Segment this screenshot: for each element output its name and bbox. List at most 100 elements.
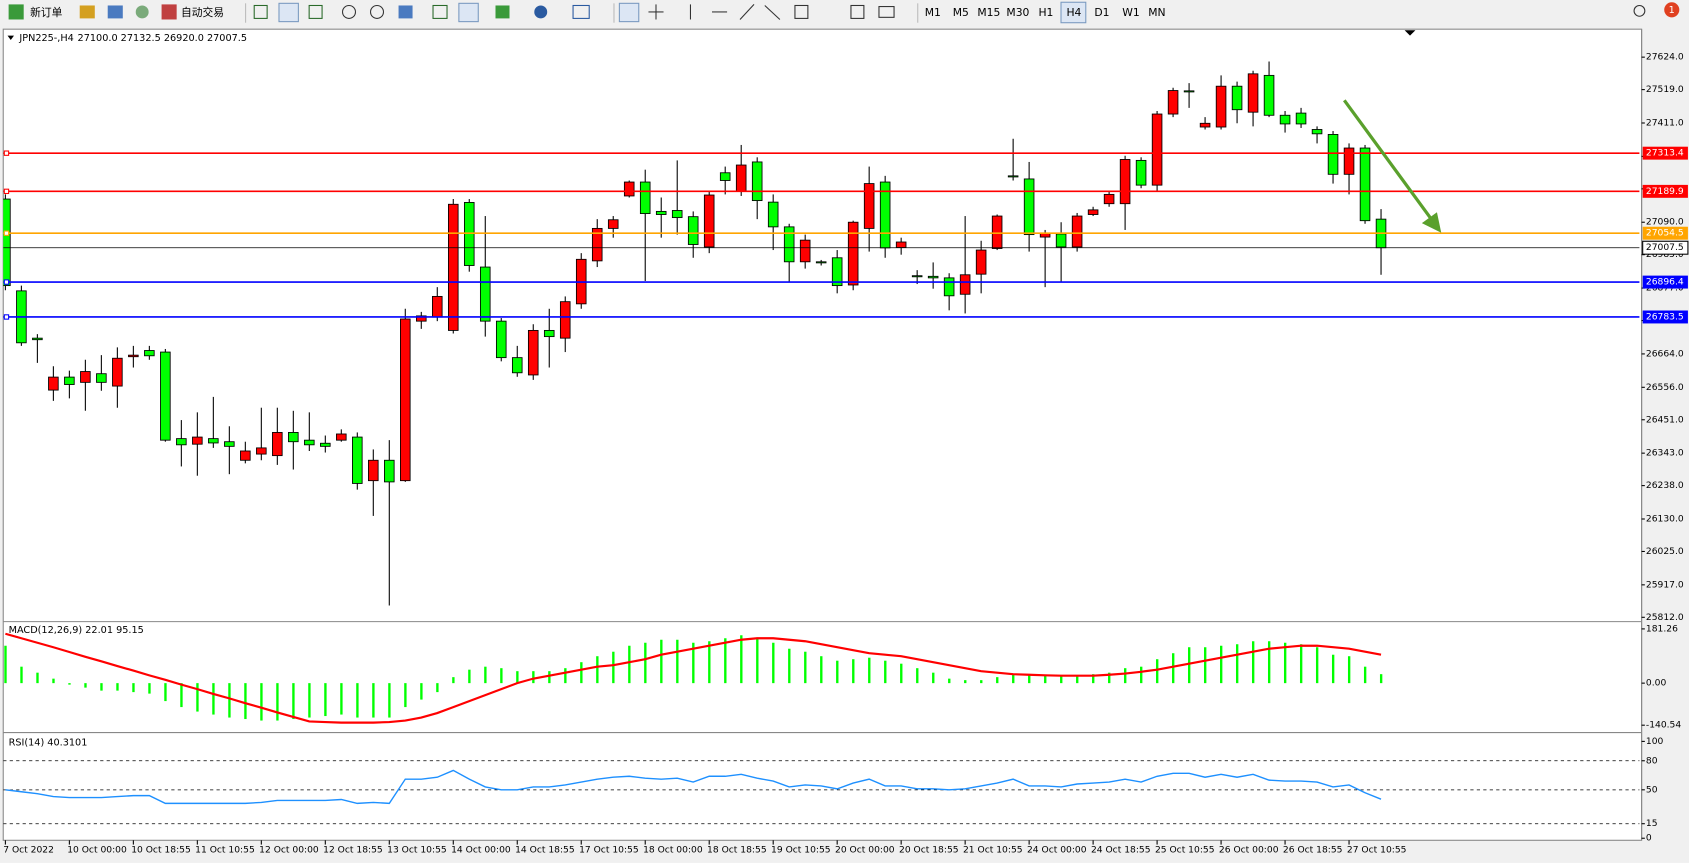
- x-tick-label: 24 Oct 00:00: [1027, 845, 1087, 855]
- y-tick-label: 25812.0: [1646, 613, 1684, 623]
- new-order-icon[interactable]: [8, 4, 24, 20]
- shift-btn[interactable]: [458, 2, 479, 23]
- macd-bar: [52, 678, 55, 684]
- tool-icon[interactable]: [107, 5, 123, 19]
- toolbar: 新订单 自动交易 1 M1 M5 M15 M30 H1 H4 D1 W1 MN: [0, 0, 1689, 26]
- autoscroll-btn[interactable]: [432, 4, 448, 19]
- indicator-plots: [3, 632, 1640, 825]
- macd-bar: [20, 666, 23, 684]
- level-label-box: [1642, 146, 1688, 160]
- candle-body: [591, 227, 603, 262]
- timeframe-button[interactable]: M15: [977, 6, 1000, 19]
- macd-bar: [996, 677, 999, 684]
- x-tick-label: 27 Oct 10:55: [1347, 845, 1407, 855]
- timeframe-active[interactable]: [1060, 1, 1087, 24]
- zoom-out-btn[interactable]: [370, 4, 385, 19]
- cursor-btn[interactable]: [618, 2, 640, 23]
- candle-body: [511, 357, 523, 374]
- fibo-btn[interactable]: [764, 5, 781, 20]
- main-plot: [3, 61, 1640, 606]
- macd-bar: [1044, 675, 1047, 684]
- macd-bar: [932, 672, 935, 684]
- candle-chart-btn[interactable]: [278, 2, 299, 23]
- indicators-btn[interactable]: [495, 5, 510, 19]
- x-tick-label: 17 Oct 10:55: [579, 845, 639, 855]
- macd-bar: [1331, 654, 1335, 684]
- timeframe-button[interactable]: MN: [1148, 6, 1165, 19]
- timeframe-button[interactable]: H4: [1066, 6, 1081, 19]
- candle-body: [1007, 175, 1019, 178]
- label-btn[interactable]: [850, 4, 865, 19]
- tile-btn[interactable]: [398, 5, 413, 19]
- zoom-in-btn[interactable]: [342, 4, 357, 19]
- x-tick-label: 10 Oct 00:00: [67, 845, 127, 855]
- timeframe-button[interactable]: M5: [953, 6, 969, 19]
- macd-bar: [468, 669, 471, 684]
- macd-bar: [196, 683, 199, 712]
- macd-bar: [372, 683, 375, 718]
- x-tick-label: 12 Oct 00:00: [259, 845, 319, 855]
- y-tick-label: 15: [1646, 819, 1658, 829]
- y-tick-label: 181.26: [1646, 624, 1678, 634]
- timeframe-button[interactable]: M30: [1006, 6, 1029, 19]
- candle-body: [815, 261, 827, 264]
- macd-bar: [116, 683, 119, 691]
- auto-trading-icon[interactable]: [161, 4, 177, 20]
- candle-body: [1327, 134, 1339, 175]
- candle-body: [527, 329, 539, 376]
- macd-bar: [548, 671, 551, 684]
- line-chart-btn[interactable]: [308, 4, 323, 19]
- candle-body: [112, 357, 123, 387]
- timeframe-button[interactable]: H1: [1038, 6, 1053, 19]
- level-label: 27313.4: [1646, 149, 1684, 159]
- toolbar-bg: [0, 0, 1689, 26]
- candle-body: [1279, 114, 1291, 125]
- arrows-btn[interactable]: [878, 6, 895, 18]
- candle-body: [384, 459, 395, 483]
- tool-icon[interactable]: [135, 5, 149, 19]
- macd-bar: [1267, 641, 1271, 684]
- timeframe-button[interactable]: W1: [1122, 6, 1140, 19]
- candle-body: [1247, 73, 1259, 113]
- channel-btn[interactable]: [794, 4, 809, 19]
- candle-body: [767, 201, 779, 228]
- x-tick-label: 19 Oct 10:55: [771, 845, 831, 855]
- candle-body: [400, 318, 411, 482]
- candle-body: [64, 376, 75, 385]
- notification-badge[interactable]: [1664, 2, 1680, 18]
- macd-bar: [308, 683, 311, 718]
- tool-icon[interactable]: [79, 5, 95, 19]
- auto-trading[interactable]: 自动交易: [181, 6, 224, 19]
- macd-bar: [244, 683, 247, 720]
- candle-body: [240, 450, 251, 461]
- rsi-title: RSI(14) 40.3101: [9, 737, 88, 748]
- macd-bar: [1060, 675, 1063, 684]
- timeframe-button[interactable]: D1: [1094, 6, 1109, 19]
- macd-bar: [1220, 645, 1223, 684]
- notification-count[interactable]: 1: [1669, 5, 1675, 16]
- macd-bar: [132, 683, 135, 693]
- macd-bar: [820, 656, 823, 684]
- timeframe-button[interactable]: M1: [925, 6, 941, 19]
- bar-chart-btn[interactable]: [253, 4, 268, 19]
- macd-bar: [740, 635, 743, 684]
- candle-body: [1055, 233, 1067, 248]
- macd-bar: [228, 683, 231, 718]
- level-label-box: [1642, 226, 1688, 240]
- trendline-btn[interactable]: [739, 4, 755, 20]
- periods-btn[interactable]: [534, 5, 548, 19]
- new-order[interactable]: 新订单: [30, 6, 63, 19]
- macd-bar: [356, 683, 359, 718]
- macd-bar: [1108, 672, 1111, 684]
- last-price-label: 27007.5: [1646, 243, 1684, 253]
- templates-btn[interactable]: [572, 4, 590, 19]
- macd-bar: [1076, 675, 1079, 684]
- macd-bar: [212, 683, 215, 715]
- level-handle: [3, 279, 10, 285]
- macd-bar: [980, 680, 983, 684]
- candle-body: [735, 164, 747, 192]
- search-btn[interactable]: [1633, 4, 1646, 17]
- macd-bar: [484, 666, 487, 684]
- y-tick-label: 26664.0: [1646, 349, 1684, 359]
- macd-bar: [676, 639, 679, 684]
